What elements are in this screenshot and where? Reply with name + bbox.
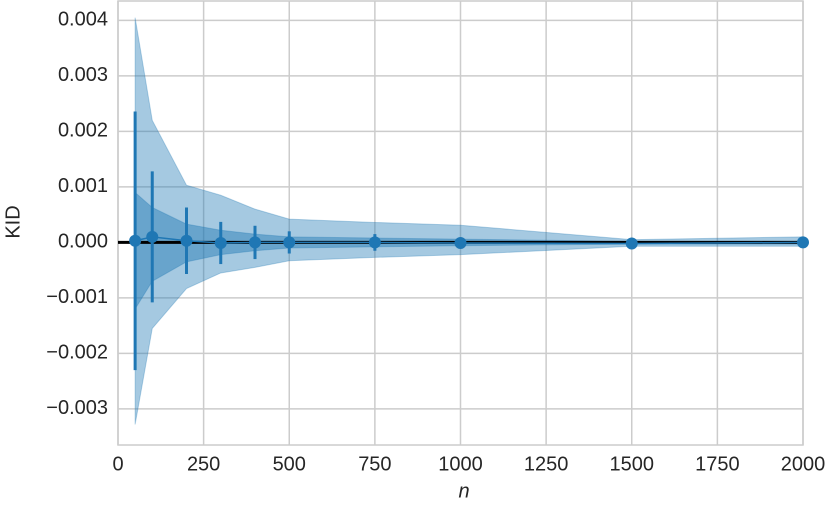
- x-tick-label: 750: [358, 453, 391, 475]
- y-tick-label: 0.004: [58, 9, 108, 31]
- point: [146, 230, 159, 243]
- x-tick-label: 1250: [524, 453, 569, 475]
- x-tick-label: 2000: [781, 453, 826, 475]
- y-tick-label: 0.002: [58, 120, 108, 142]
- x-tick-label: 1500: [610, 453, 655, 475]
- x-tick-label: 500: [273, 453, 306, 475]
- x-axis-label: n: [458, 480, 469, 502]
- x-tick-label: 1750: [695, 453, 740, 475]
- point: [283, 236, 296, 249]
- y-tick-label: −0.003: [46, 397, 108, 419]
- y-tick-label: −0.001: [46, 286, 108, 308]
- point: [454, 236, 467, 249]
- point: [129, 234, 142, 247]
- x-tick-label: 250: [187, 453, 220, 475]
- y-tick-label: 0.000: [58, 231, 108, 253]
- y-tick-label: 0.001: [58, 175, 108, 197]
- mean-line: [134, 236, 804, 245]
- x-tick-label: 0: [112, 453, 123, 475]
- y-tick-label: −0.002: [46, 342, 108, 364]
- y-axis-label: KID: [2, 205, 24, 238]
- point: [625, 237, 638, 250]
- point: [368, 236, 381, 249]
- point: [797, 236, 809, 249]
- point: [214, 236, 227, 249]
- y-tick-label: 0.003: [58, 64, 108, 86]
- point: [180, 234, 193, 247]
- point: [249, 236, 261, 249]
- x-tick-label: 1000: [438, 453, 483, 475]
